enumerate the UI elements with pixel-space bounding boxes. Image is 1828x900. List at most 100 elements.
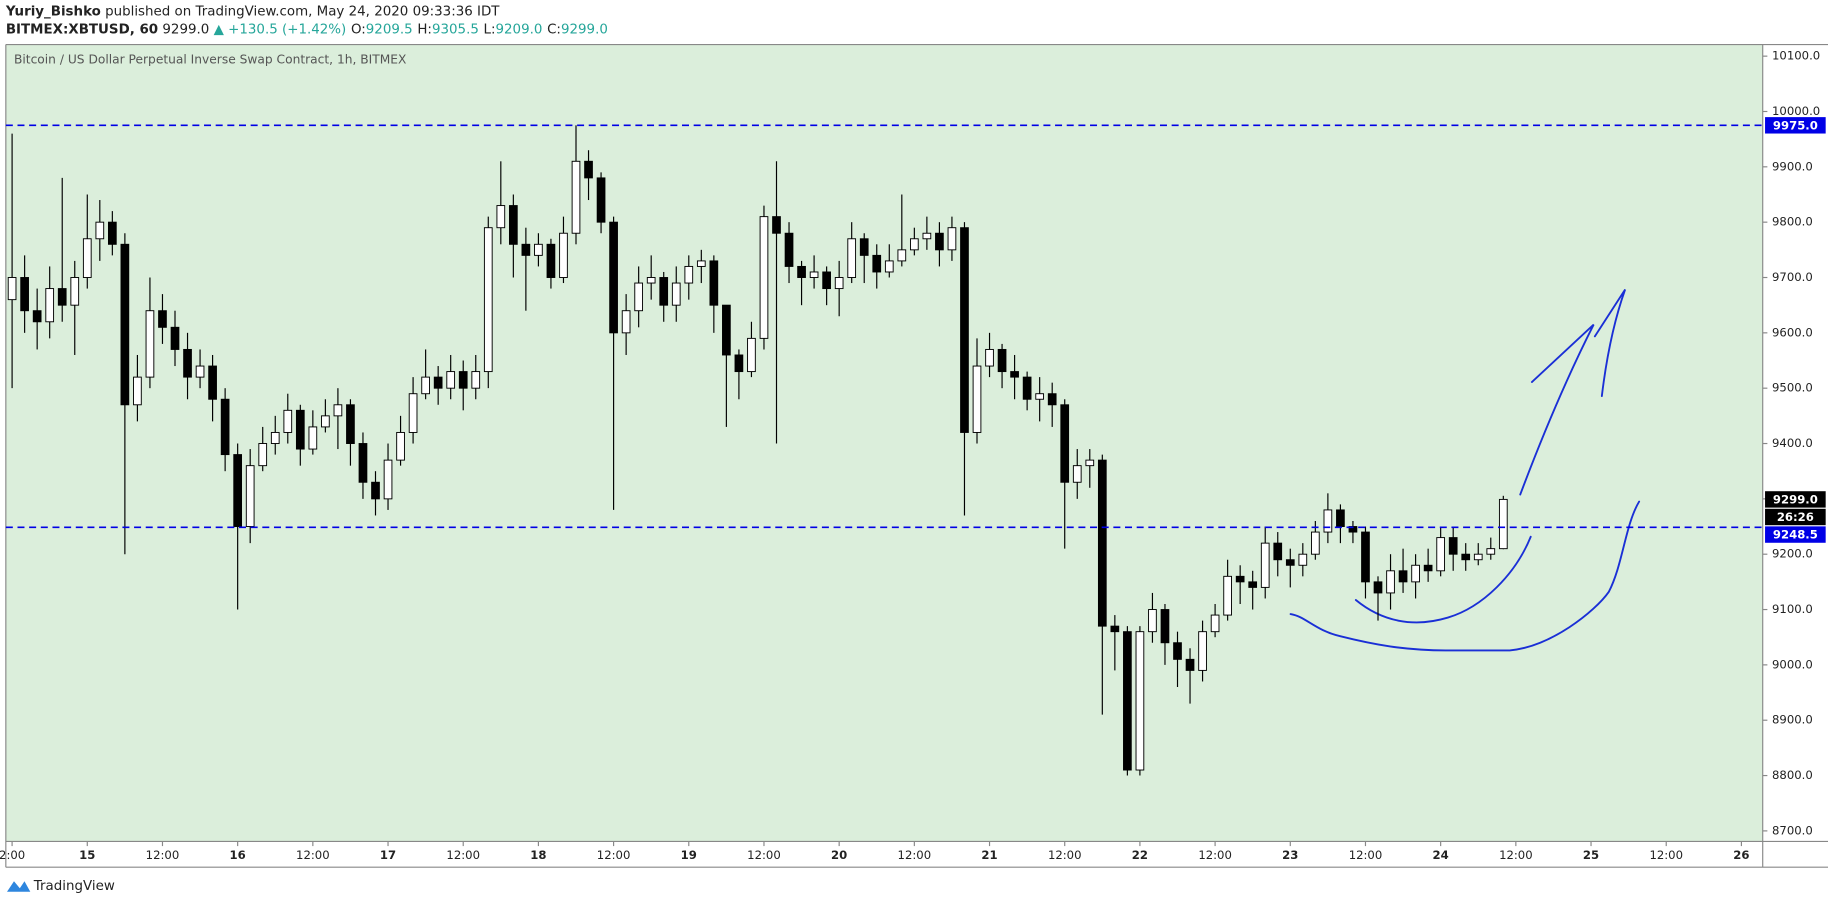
ohlc-value: 9209.5: [366, 22, 413, 37]
candle-body: [847, 238, 857, 278]
candle-body: [722, 304, 731, 356]
candle-body: [508, 205, 518, 245]
candle-body: [1348, 526, 1358, 533]
candle-body: [1386, 570, 1395, 594]
horizontal-line-label: 9248.5: [1773, 528, 1818, 542]
x-tick-label: 17: [380, 848, 396, 862]
candle-body: [1072, 465, 1082, 483]
candle-body: [471, 371, 481, 389]
candle-body: [1461, 553, 1471, 561]
last-price-box: [1765, 491, 1826, 508]
candle-body: [621, 310, 631, 334]
candle-body: [1260, 542, 1270, 588]
candle-body: [421, 376, 430, 395]
candles: [7, 125, 1508, 776]
candle-body: [208, 365, 217, 400]
horizontal-line-box: [1765, 117, 1826, 134]
candle-body: [534, 243, 543, 256]
ohlc-label: L:: [484, 22, 496, 37]
candle-body: [1060, 404, 1070, 483]
x-tick-label: 12:00: [1198, 848, 1232, 862]
x-tick-label: 19: [681, 848, 697, 862]
y-tick-label: 8800.0: [1772, 768, 1813, 782]
candle-body: [596, 177, 606, 223]
candle-body: [1010, 371, 1019, 378]
hand-drawing: [1289, 288, 1641, 652]
arrow-stroke: [1519, 323, 1595, 496]
ohlc-label: O:: [351, 22, 366, 37]
candle-body: [747, 337, 756, 373]
candle-body: [1298, 553, 1308, 566]
candle-body: [1398, 570, 1408, 583]
candle-body: [734, 354, 744, 373]
x-tick-label: 12:00: [1349, 848, 1383, 862]
x-tick-label: 12:00: [1649, 848, 1683, 862]
ohlc-value: 9299.0: [561, 22, 608, 37]
candle-body: [245, 465, 255, 527]
candle-body: [70, 277, 80, 306]
candle-body: [684, 265, 694, 284]
candle-body: [295, 409, 305, 450]
candle-body: [183, 348, 192, 378]
candle-body: [383, 459, 393, 500]
candle-body: [220, 398, 230, 456]
candle-body: [972, 365, 982, 433]
x-tick-label: 15: [79, 848, 95, 862]
change: ▲ +130.5 (+1.42%): [214, 22, 347, 37]
candle-body: [797, 265, 806, 278]
candle-body: [1185, 658, 1195, 671]
plot-background: [5, 44, 1763, 842]
candle-body: [922, 232, 932, 240]
candle-body: [258, 443, 268, 467]
candle-body: [1336, 509, 1345, 527]
footer-text: TradingView: [33, 879, 115, 894]
candle-body: [20, 277, 29, 312]
candle-body: [233, 454, 243, 527]
y-tick-label: 9100.0: [1772, 602, 1813, 616]
x-tick-label: 26: [1733, 848, 1749, 862]
y-tick-label: 10100.0: [1772, 49, 1820, 63]
candle-body: [1498, 498, 1508, 550]
last-price-label: 9299.0: [1773, 492, 1818, 506]
x-tick-label: 12:00: [296, 848, 330, 862]
x-tick-label: 12:00: [1499, 848, 1533, 862]
cup-stroke: [1354, 535, 1532, 624]
candle-body: [559, 232, 568, 278]
header-line-2: BITMEX:XBTUSD, 60 9299.0 ▲ +130.5 (+1.42…: [6, 22, 608, 37]
candle-body: [872, 254, 882, 273]
candle-body: [1310, 531, 1320, 555]
candle-body: [1448, 537, 1458, 555]
candle-body: [371, 481, 380, 500]
published: published on TradingView.com, May 24, 20…: [105, 5, 500, 20]
y-tick-label: 9600.0: [1772, 325, 1813, 339]
x-tick-label: 12:00: [597, 848, 631, 862]
candle-body: [634, 282, 644, 312]
candle-body: [1273, 542, 1283, 561]
candle-body: [1411, 564, 1420, 583]
candle-body: [483, 227, 493, 373]
candle-body: [859, 238, 869, 256]
candle-body: [1035, 393, 1045, 400]
candle-body: [158, 310, 167, 328]
candle-body: [659, 277, 669, 306]
candle-body: [433, 376, 443, 389]
candle-body: [145, 310, 155, 378]
candle-body: [195, 365, 205, 378]
symbol: BITMEX:XBTUSD, 60: [6, 22, 158, 37]
candle-body: [1210, 614, 1220, 633]
candle-body: [358, 443, 368, 483]
candle-body: [1361, 531, 1370, 583]
candle-body: [32, 310, 42, 323]
x-tick-label: 12:00: [1048, 848, 1082, 862]
candle-body: [1022, 376, 1032, 400]
candle-body: [609, 221, 618, 334]
x-tick-label: 23: [1282, 848, 1298, 862]
candle-body: [834, 277, 844, 290]
y-tick-label: 8700.0: [1772, 823, 1813, 837]
candle-body: [897, 249, 907, 262]
ohlc-label: H:: [417, 22, 432, 37]
candle-body: [170, 326, 180, 350]
x-tick-label: 24: [1433, 848, 1449, 862]
x-tick-label: 12:00: [146, 848, 180, 862]
